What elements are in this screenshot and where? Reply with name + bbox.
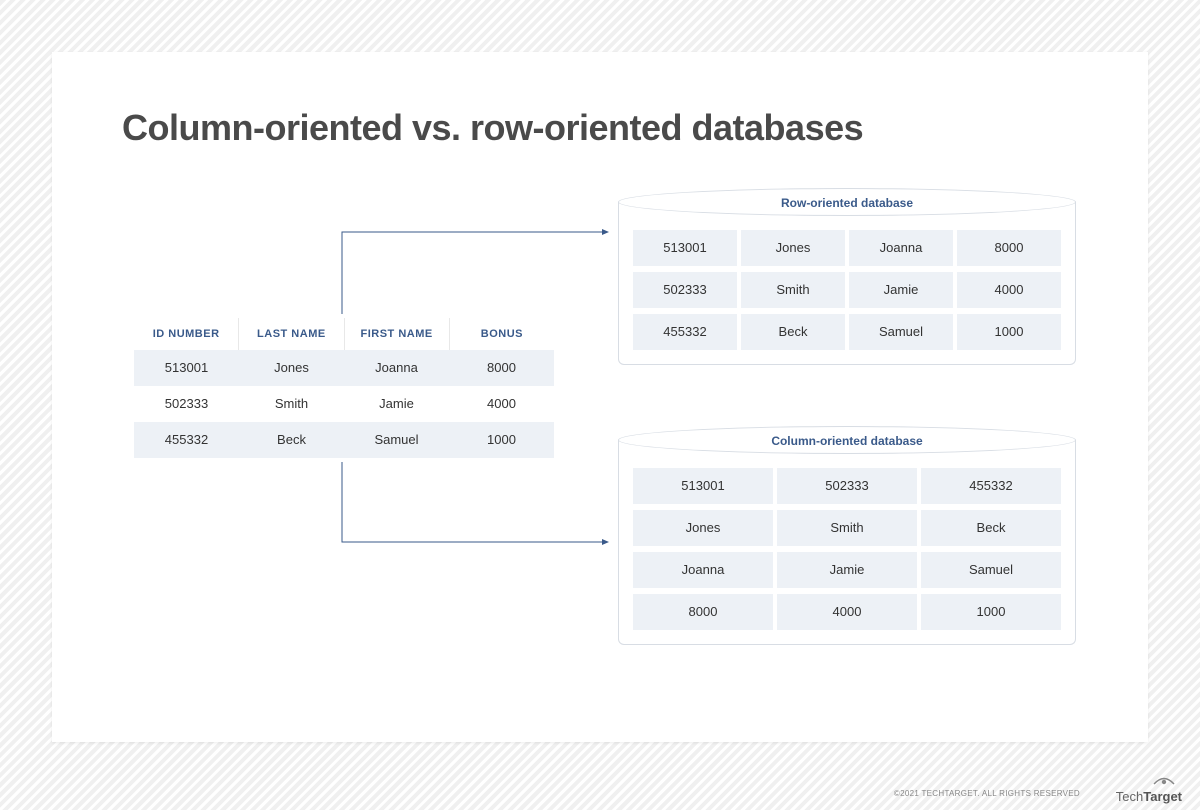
- cell: 8000: [633, 594, 773, 630]
- logo-text-bold: Target: [1143, 789, 1182, 804]
- source-table: ID NUMBER LAST NAME FIRST NAME BONUS 513…: [134, 318, 554, 458]
- table-row: 502333 Smith Jamie 4000: [134, 386, 554, 422]
- column-oriented-database: Column-oriented database 513001 502333 4…: [618, 440, 1076, 645]
- db-row: 513001 502333 455332: [633, 468, 1061, 504]
- cell: 1000: [449, 422, 554, 458]
- logo-text-light: Tech: [1116, 789, 1143, 804]
- source-table-header: ID NUMBER LAST NAME FIRST NAME BONUS: [134, 318, 554, 350]
- cell: 513001: [633, 230, 737, 266]
- cell: Joanna: [344, 350, 449, 386]
- row-db-label: Row-oriented database: [619, 196, 1075, 210]
- col-header: BONUS: [450, 318, 554, 350]
- cell: Smith: [741, 272, 845, 308]
- cell: Samuel: [921, 552, 1061, 588]
- main-panel: Column-oriented vs. row-oriented databas…: [52, 52, 1148, 742]
- db-row: 455332 Beck Samuel 1000: [633, 314, 1061, 350]
- logo-eye-icon: [1152, 776, 1176, 786]
- db-row: Joanna Jamie Samuel: [633, 552, 1061, 588]
- table-row: 455332 Beck Samuel 1000: [134, 422, 554, 458]
- cell: Jones: [633, 510, 773, 546]
- row-db-body: 513001 Jones Joanna 8000 502333 Smith Ja…: [619, 202, 1075, 364]
- db-row: 513001 Jones Joanna 8000: [633, 230, 1061, 266]
- cell: Jones: [239, 350, 344, 386]
- copyright-text: ©2021 TECHTARGET. ALL RIGHTS RESERVED: [894, 789, 1080, 798]
- cell: Joanna: [633, 552, 773, 588]
- cell: Beck: [239, 422, 344, 458]
- cell: 8000: [957, 230, 1061, 266]
- cell: 513001: [633, 468, 773, 504]
- cell: Smith: [777, 510, 917, 546]
- page-title: Column-oriented vs. row-oriented databas…: [122, 107, 863, 149]
- cell: 455332: [134, 422, 239, 458]
- col-header: LAST NAME: [239, 318, 344, 350]
- db-row: Jones Smith Beck: [633, 510, 1061, 546]
- cell: 455332: [921, 468, 1061, 504]
- cell: 502333: [134, 386, 239, 422]
- db-row: 502333 Smith Jamie 4000: [633, 272, 1061, 308]
- cell: Joanna: [849, 230, 953, 266]
- col-db-body: 513001 502333 455332 Jones Smith Beck Jo…: [619, 440, 1075, 644]
- cell: Jones: [741, 230, 845, 266]
- cell: Samuel: [344, 422, 449, 458]
- arrow-to-row-db: [342, 232, 608, 314]
- cell: 4000: [449, 386, 554, 422]
- table-row: 513001 Jones Joanna 8000: [134, 350, 554, 386]
- cell: Smith: [239, 386, 344, 422]
- col-header: ID NUMBER: [134, 318, 239, 350]
- cell: 1000: [921, 594, 1061, 630]
- cell: 502333: [633, 272, 737, 308]
- cell: 513001: [134, 350, 239, 386]
- cell: Jamie: [344, 386, 449, 422]
- db-row: 8000 4000 1000: [633, 594, 1061, 630]
- row-oriented-database: Row-oriented database 513001 Jones Joann…: [618, 202, 1076, 365]
- col-db-label: Column-oriented database: [619, 434, 1075, 448]
- cell: Jamie: [777, 552, 917, 588]
- cell: 502333: [777, 468, 917, 504]
- cell: Beck: [921, 510, 1061, 546]
- cell: Samuel: [849, 314, 953, 350]
- col-header: FIRST NAME: [345, 318, 450, 350]
- cell: Jamie: [849, 272, 953, 308]
- cell: 4000: [777, 594, 917, 630]
- techtarget-logo: TechTarget: [1092, 776, 1182, 804]
- arrow-to-col-db: [342, 462, 608, 542]
- cell: 8000: [449, 350, 554, 386]
- cell: 4000: [957, 272, 1061, 308]
- cell: 455332: [633, 314, 737, 350]
- cell: Beck: [741, 314, 845, 350]
- cell: 1000: [957, 314, 1061, 350]
